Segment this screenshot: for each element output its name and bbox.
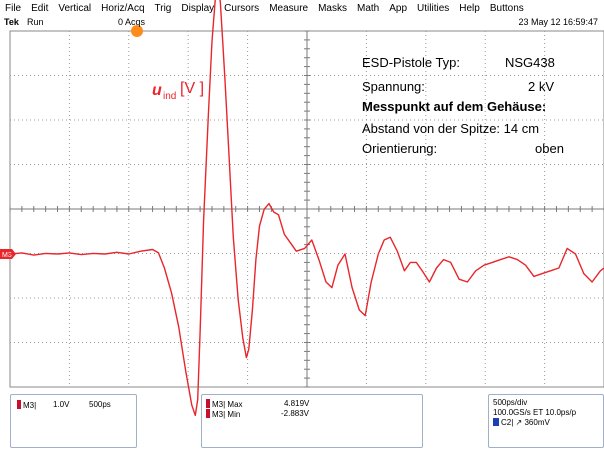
annotation-box: ESD-Pistole Typ: NSG438 Spannung: 2 kV M… — [362, 55, 564, 156]
y-label-unit: [V ] — [180, 80, 204, 97]
channel-readout-panel[interactable]: M3| 1.0V 500ps — [10, 394, 137, 448]
trigger-channel-swatch — [493, 418, 499, 426]
trigger-position-marker[interactable] — [131, 25, 143, 37]
voltage-label: Spannung: — [362, 79, 425, 94]
y-label-subscript: ind — [163, 91, 176, 102]
timebase-panel[interactable]: 500ps/div 100.0GS/s ET 10.0ps/p C2| ↗ 36… — [488, 394, 604, 448]
menu-item-horiz-acq[interactable]: Horiz/Acq — [101, 2, 145, 14]
menu-item-masks[interactable]: Masks — [318, 2, 347, 14]
sample-rate-readout: 100.0GS/s ET 10.0ps/p — [493, 408, 577, 417]
menu-item-utilities[interactable]: Utilities — [417, 2, 450, 14]
menu-item-app[interactable]: App — [389, 2, 408, 14]
menu-item-edit[interactable]: Edit — [31, 2, 49, 14]
y-axis-label: u ind [V ] — [152, 80, 204, 102]
menu-item-cursors[interactable]: Cursors — [224, 2, 260, 14]
math-channel-swatch — [206, 409, 210, 418]
channel-marker-label: M3 — [2, 252, 12, 259]
trigger-level: ↗ 360mV — [515, 418, 550, 427]
max-value: 4.819V — [284, 399, 310, 408]
measurement-panel[interactable]: M3| Max 4.819V M3| Min -2.883V — [201, 394, 423, 448]
gun-type-value: NSG438 — [505, 55, 555, 70]
menu-item-trig[interactable]: Trig — [154, 2, 172, 14]
orientation-value: oben — [535, 141, 564, 156]
menu-item-measure[interactable]: Measure — [269, 2, 309, 14]
menu-item-vertical[interactable]: Vertical — [58, 2, 92, 14]
math-channel-swatch — [17, 400, 21, 409]
menu-item-help[interactable]: Help — [459, 2, 480, 14]
y-label-symbol: u — [152, 82, 162, 99]
distance-line: Abstand von der Spitze: 14 cm — [362, 121, 539, 136]
measurement-point-heading: Messpunkt auf dem Gehäuse: — [362, 99, 546, 114]
acquisition-count: 0 Acqs — [118, 17, 146, 27]
date-time: 23 May 12 16:59:47 — [518, 17, 598, 27]
max-label: M3| Max — [212, 400, 243, 409]
menu-item-display[interactable]: Display — [181, 2, 215, 14]
status-bar: Tek Run 0 Acqs 23 May 12 16:59:47 — [0, 16, 604, 30]
brand-label: Tek — [4, 17, 19, 27]
run-state[interactable]: Run — [27, 17, 44, 27]
channel-name: M3| — [23, 401, 37, 410]
min-label: M3| Min — [212, 410, 241, 419]
waveform-trace — [9, 0, 604, 417]
menu-item-buttons[interactable]: Buttons — [489, 2, 524, 14]
menu-bar: File Edit Vertical Horiz/Acq Trig Display Curs… — [0, 0, 604, 16]
channel-marker[interactable]: M3 — [0, 249, 16, 259]
orientation-label: Orientierung: — [362, 141, 437, 156]
graticule-grid — [9, 30, 604, 388]
trigger-channel: C2| — [501, 418, 514, 427]
min-value: -2.883V — [281, 409, 310, 418]
menu-item-math[interactable]: Math — [357, 2, 380, 14]
timebase-readout: 500ps/div — [493, 398, 528, 407]
vertical-scale: 1.0V — [53, 400, 70, 409]
math-channel-swatch — [206, 399, 210, 408]
menu-item-file[interactable]: File — [5, 2, 22, 14]
gun-type-label: ESD-Pistole Typ: — [362, 55, 460, 70]
voltage-value: 2 kV — [528, 79, 554, 94]
time-scale: 500ps — [89, 400, 111, 409]
